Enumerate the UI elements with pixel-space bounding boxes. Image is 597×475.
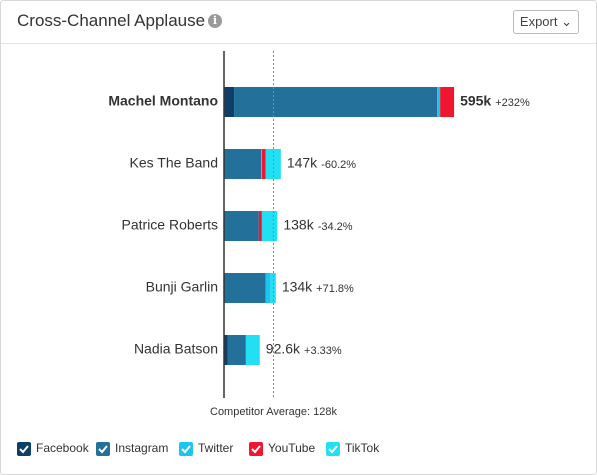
bar-segment <box>224 211 259 241</box>
bar-segment <box>261 149 262 179</box>
legend-label: Twitter <box>198 441 233 455</box>
bar-segment <box>224 87 235 117</box>
legend-checkbox[interactable] <box>96 442 110 456</box>
total-label: 134k <box>282 279 313 295</box>
header: Cross-Channel Applause i Export ⌄ <box>1 1 596 44</box>
total-label: 147k <box>287 155 318 171</box>
bar-segment <box>224 335 228 365</box>
bar-segment <box>440 87 455 117</box>
bar-segment <box>265 273 271 303</box>
legend-check <box>328 445 338 454</box>
bar-segment <box>261 149 266 179</box>
category-label: Kes The Band <box>130 155 218 171</box>
legend-label: Facebook <box>36 441 90 455</box>
category-label: Patrice Roberts <box>122 217 218 233</box>
change-label: +71.8% <box>316 283 354 295</box>
bar-segment <box>234 87 438 117</box>
legend-label: YouTube <box>268 441 315 455</box>
bar-segment <box>224 273 266 303</box>
bar-segment <box>261 211 278 241</box>
category-label: Machel Montano <box>108 93 218 109</box>
total-label: 595k <box>460 93 491 109</box>
legend-checkbox[interactable] <box>326 442 340 456</box>
legend-label: TikTok <box>345 441 380 455</box>
legend-check <box>251 445 261 454</box>
legend-checkbox[interactable] <box>179 442 193 456</box>
legend-check <box>181 445 191 454</box>
category-label: Nadia Batson <box>134 341 218 357</box>
chart: Machel Montano 595k +232%Kes The Band 147k -… <box>17 51 530 456</box>
change-label: +232% <box>495 97 530 109</box>
export-label: Export <box>519 14 558 29</box>
change-label: -34.2% <box>318 221 353 233</box>
bar-segment <box>245 335 260 365</box>
change-label: +3.33% <box>304 345 342 357</box>
legend-check <box>19 445 29 454</box>
export-button[interactable]: Export ⌄ <box>512 10 579 34</box>
info-icon[interactable]: i <box>208 14 222 28</box>
total-label: 92.6k <box>266 341 301 357</box>
legend-check <box>98 445 108 454</box>
annotation: Competitor Average: 128k <box>210 406 337 418</box>
bar-segment <box>224 149 262 179</box>
legend-label: Instagram <box>115 441 168 455</box>
total-label: 138k <box>283 217 314 233</box>
category-label: Bunji Garlin <box>146 279 218 295</box>
bar-segment <box>258 211 262 241</box>
change-label: -60.2% <box>321 159 356 171</box>
bar-segment <box>227 335 246 365</box>
bar-segment <box>437 87 441 117</box>
legend-checkbox[interactable] <box>17 442 31 456</box>
card-title: Cross-Channel Applause <box>17 11 206 30</box>
legend-checkbox[interactable] <box>249 442 263 456</box>
